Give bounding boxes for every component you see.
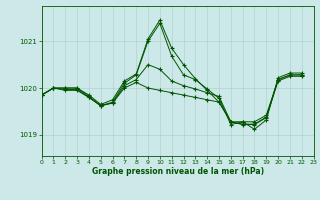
X-axis label: Graphe pression niveau de la mer (hPa): Graphe pression niveau de la mer (hPa): [92, 167, 264, 176]
